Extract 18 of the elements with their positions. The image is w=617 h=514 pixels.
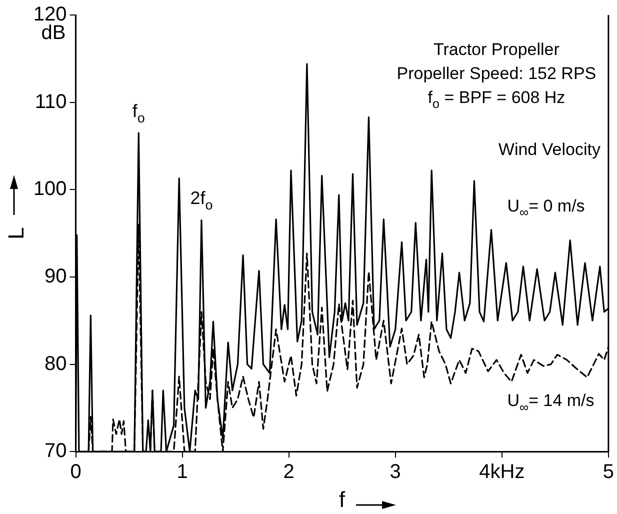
x-tick-label: 0	[70, 461, 82, 484]
annotation: Propeller Speed: 152 RPS	[396, 64, 596, 83]
x-tick-label: 3	[390, 461, 401, 484]
x-tick-label: 5	[602, 461, 614, 484]
y-axis-title: L	[3, 227, 28, 240]
y-tick-label: 100	[33, 178, 67, 200]
series-label: U∞= 14 m/s	[507, 391, 594, 414]
x-tick-label: 4kHz	[479, 461, 525, 484]
annotation: Wind Velocity	[498, 140, 601, 159]
y-tick-label: 90	[44, 265, 67, 288]
y-tick-label: 110	[34, 90, 67, 113]
y-tick-label: 70	[44, 440, 67, 462]
series-label: U∞= 0 m/s	[507, 196, 585, 220]
y-tick-label: 80	[44, 352, 67, 375]
annotation: Tractor Propeller	[433, 40, 560, 59]
x-tick-label: 2	[283, 461, 294, 484]
x-tick-label: 1	[176, 461, 188, 484]
x-axis-title: f	[339, 486, 346, 512]
